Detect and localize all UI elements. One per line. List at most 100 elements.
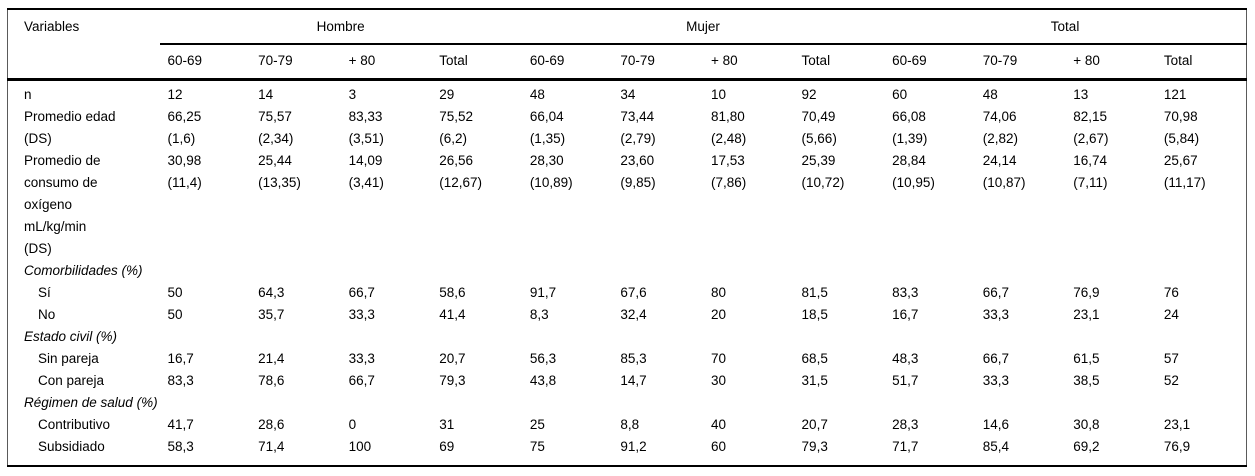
- value-cell: 60: [892, 87, 908, 102]
- value-cell: 66,7: [348, 373, 375, 388]
- value-cell: 25,67 (11,17): [1163, 153, 1206, 190]
- value-cell: 56,3: [529, 351, 557, 366]
- section-label: Comorbilidades (%): [24, 263, 143, 278]
- value-cell: 23,1: [1073, 307, 1100, 322]
- value-cell: 34: [620, 87, 636, 102]
- table-row: No 50 35,7 33,3 41,4 8,3 32,4 20 18,5 16,7 33,3 23,…: [8, 304, 1247, 326]
- value-cell: 75,52 (6,2): [439, 109, 474, 146]
- value-cell: 28,84 (10,95): [892, 153, 935, 190]
- value-cell: 41,4: [439, 307, 466, 322]
- value-cell: 8,3: [529, 307, 549, 322]
- value-cell: 32,4: [620, 307, 647, 322]
- value-cell: 13: [1073, 87, 1089, 102]
- value-cell: 81,80 (2,48): [710, 109, 747, 146]
- value-cell: 85,4: [982, 439, 1009, 454]
- value-cell: 16,74 (7,11): [1073, 153, 1108, 190]
- value-cell: 75: [529, 439, 545, 454]
- value-cell: 20,7: [801, 417, 828, 432]
- value-cell: 38,5: [1073, 373, 1100, 388]
- value-cell: 17,53 (7,86): [710, 153, 747, 190]
- value-cell: 23,60 (9,85): [620, 153, 656, 190]
- value-cell: 14,7: [620, 373, 647, 388]
- value-cell: 73,44 (2,79): [620, 109, 656, 146]
- value-cell: 30,98 (11,4): [167, 153, 202, 190]
- value-cell: 68,5: [801, 351, 828, 366]
- value-cell: 64,3: [258, 285, 285, 300]
- value-cell: 80: [710, 285, 726, 300]
- age-range-subheader: Total: [801, 53, 831, 68]
- table-row: Con pareja 83,3 78,6 66,7 79,3 43,8 14,7 30 31,5…: [8, 370, 1247, 392]
- table-row: n 12 14 3 29 48 34 10 92 60 48 13 121: [8, 80, 1247, 107]
- age-range-subheader: + 80: [710, 53, 738, 68]
- value-cell: 16,7: [892, 307, 919, 322]
- table-row: Promedio edad (DS) 66,25 (1,6) 75,57 (2,34…: [8, 106, 1247, 150]
- value-cell: 48: [529, 87, 545, 102]
- age-range-subheader: Total: [1163, 53, 1193, 68]
- age-range-subheader: 70-79: [982, 53, 1018, 68]
- value-cell: 48: [982, 87, 998, 102]
- value-cell: 92: [801, 87, 817, 102]
- value-cell: 43,8: [529, 373, 557, 388]
- value-cell: 16,7: [167, 351, 194, 366]
- value-cell: 52: [1163, 373, 1179, 388]
- value-cell: 50: [167, 307, 183, 322]
- value-cell: 35,7: [258, 307, 285, 322]
- row-label: n: [24, 87, 32, 102]
- value-cell: 75,57 (2,34): [258, 109, 294, 146]
- value-cell: 33,3: [982, 373, 1009, 388]
- value-cell: 76: [1163, 285, 1179, 300]
- row-label: No: [38, 307, 56, 322]
- table-body: n 12 14 3 29 48 34 10 92 60 48 13 121 Promedio edad (…: [8, 80, 1247, 467]
- value-cell: 14,09 (3,41): [348, 153, 384, 190]
- value-cell: 41,7: [167, 417, 194, 432]
- value-cell: 50: [167, 285, 183, 300]
- section-row: Régimen de salud (%): [8, 392, 1247, 414]
- value-cell: 24: [1163, 307, 1179, 322]
- value-cell: 70: [710, 351, 726, 366]
- value-cell: 79,3: [801, 439, 828, 454]
- value-cell: 14,6: [982, 417, 1009, 432]
- table-row: Promedio de consumo de oxígeno mL/kg/min…: [8, 150, 1247, 260]
- value-cell: 71,7: [892, 439, 919, 454]
- section-label: Régimen de salud (%): [24, 395, 158, 410]
- group-header-hombre: Hombre: [159, 9, 522, 45]
- table-row: Subsidiado 58,3 71,4 100 69 75 91,2 60 79,3 71,7 8…: [8, 436, 1247, 466]
- value-cell: 82,15 (2,67): [1073, 109, 1109, 146]
- value-cell: 76,9: [1073, 285, 1100, 300]
- section-row: Comorbilidades (%): [8, 260, 1247, 282]
- section-label: Estado civil (%): [24, 329, 118, 344]
- value-cell: 14: [258, 87, 274, 102]
- age-range-subheader: 60-69: [892, 53, 927, 68]
- age-range-subheader: 60-69: [167, 53, 203, 68]
- row-label: Con pareja: [38, 373, 105, 388]
- value-cell: 121: [1163, 87, 1187, 102]
- value-cell: 61,5: [1073, 351, 1100, 366]
- value-cell: 25,44 (13,35): [258, 153, 301, 190]
- value-cell: 31: [439, 417, 455, 432]
- value-cell: 66,7: [348, 285, 375, 300]
- value-cell: 33,3: [982, 307, 1009, 322]
- table-header: Variables Hombre Mujer Total 60-69 70-79 +…: [7, 9, 1247, 80]
- value-cell: 85,3: [620, 351, 647, 366]
- value-cell: 74,06 (2,82): [982, 109, 1018, 146]
- value-cell: 12: [167, 87, 183, 102]
- value-cell: 69,2: [1073, 439, 1100, 454]
- value-cell: 91,7: [529, 285, 557, 300]
- value-cell: 8,8: [620, 417, 640, 432]
- row-label: Promedio edad (DS): [24, 109, 116, 146]
- value-cell: 81,5: [801, 285, 828, 300]
- age-range-subheader: Total: [439, 53, 468, 68]
- value-cell: 33,3: [348, 351, 375, 366]
- group-header-mujer: Mujer: [521, 9, 885, 45]
- value-cell: 30: [710, 373, 726, 388]
- value-cell: 78,6: [258, 373, 285, 388]
- row-label: Subsidiado: [38, 439, 105, 454]
- value-cell: 76,9: [1163, 439, 1191, 454]
- value-cell: 69: [439, 439, 455, 454]
- value-cell: 57: [1163, 351, 1179, 366]
- value-cell: 48,3: [892, 351, 919, 366]
- row-label: Promedio de consumo de oxígeno mL/kg/min…: [24, 153, 101, 256]
- value-cell: 31,5: [801, 373, 828, 388]
- value-cell: 67,6: [620, 285, 647, 300]
- value-cell: 70,98 (5,84): [1163, 109, 1200, 146]
